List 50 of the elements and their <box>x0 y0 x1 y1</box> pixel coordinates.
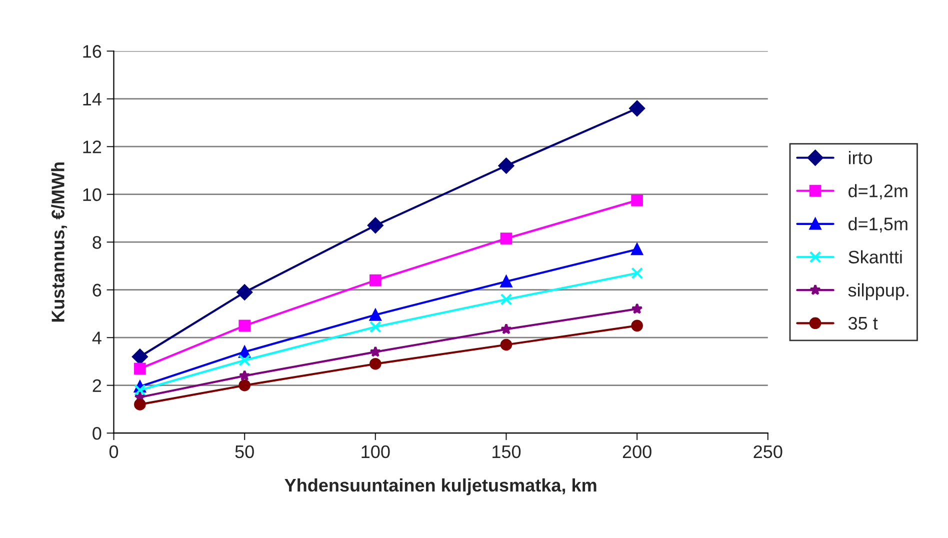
y-tick-label: 0 <box>92 427 102 440</box>
y-tick-label: 12 <box>83 140 102 154</box>
point <box>631 267 643 280</box>
y-tick-label: 6 <box>92 284 102 297</box>
y-axis-title: Kustannus, €/MWh <box>51 162 68 322</box>
point <box>134 362 146 375</box>
y-tick-label: 4 <box>92 332 102 344</box>
point <box>134 384 146 396</box>
legend-label: irto <box>848 150 872 164</box>
point <box>500 276 512 288</box>
legend-label: d=1,5m <box>848 217 908 233</box>
y-tick-label: 10 <box>83 188 102 202</box>
point <box>631 194 643 206</box>
point <box>238 320 250 332</box>
x-tick-label: 250 <box>754 445 782 458</box>
legend-label: Skantti <box>848 250 902 264</box>
point <box>236 284 253 300</box>
point <box>631 243 643 256</box>
point <box>629 100 645 116</box>
point <box>500 232 512 244</box>
y-tick-label: 8 <box>92 236 102 249</box>
point <box>370 320 382 333</box>
y-tick-label: 16 <box>83 45 102 58</box>
point <box>370 358 382 370</box>
point <box>370 274 382 286</box>
y-tick-label: 14 <box>83 92 102 106</box>
legend-label: d=1,2m <box>848 184 908 200</box>
point <box>238 354 250 366</box>
point <box>370 346 382 357</box>
x-tick-label: 200 <box>622 445 652 458</box>
point <box>631 303 643 314</box>
point <box>238 379 250 392</box>
y-tick-label: 2 <box>92 379 102 392</box>
point <box>370 309 382 321</box>
point <box>367 217 384 234</box>
x-tick-label: 0 <box>109 445 118 458</box>
x-tick-label: 150 <box>492 445 521 458</box>
point <box>134 398 146 410</box>
point <box>500 293 512 306</box>
point <box>132 348 148 365</box>
legend-label: 35 t <box>848 316 878 330</box>
point <box>631 320 643 332</box>
point <box>498 158 514 174</box>
point <box>500 323 512 334</box>
x-tick-label: 100 <box>362 445 390 458</box>
point <box>500 338 512 351</box>
point <box>238 370 250 381</box>
x-axis-title: Yhdensuuntainen kuljetusmatka, km <box>284 478 596 496</box>
legend-label: silppup. <box>848 283 908 300</box>
x-tick-label: 50 <box>235 445 254 458</box>
